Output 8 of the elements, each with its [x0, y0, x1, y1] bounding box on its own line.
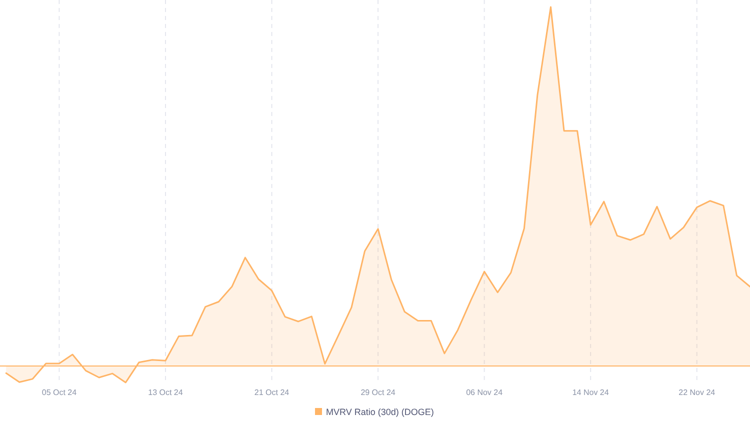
x-tick-label: 06 Nov 24	[466, 388, 504, 397]
x-tick-label: 05 Oct 24	[42, 388, 78, 397]
x-tick-label: 13 Oct 24	[148, 388, 184, 397]
legend-label: MVRV Ratio (30d) (DOGE)	[326, 407, 434, 417]
x-tick-label: 14 Nov 24	[572, 388, 610, 397]
x-tick-label: 29 Oct 24	[360, 388, 396, 397]
x-tick-label: 22 Nov 24	[678, 388, 716, 397]
x-tick-label: 21 Oct 24	[254, 388, 290, 397]
